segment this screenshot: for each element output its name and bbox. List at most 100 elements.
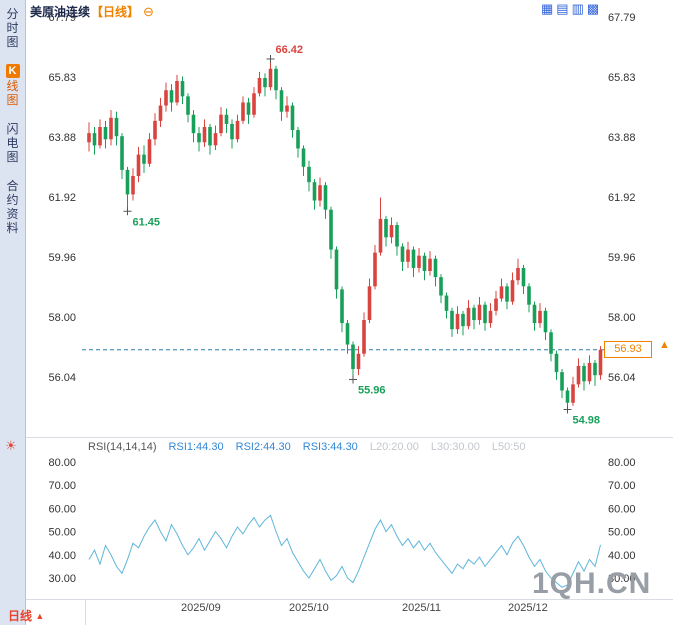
svg-text:61.92: 61.92 [608,192,636,204]
xaxis-label-nov: 2025/11 [402,602,441,614]
svg-text:60.00: 60.00 [608,503,636,515]
candle-body [433,258,438,278]
candle-body [351,344,355,370]
svg-text:80.00: 80.00 [608,457,636,469]
candle-body [285,105,289,112]
candle-body [147,139,152,164]
svg-text:70.00: 70.00 [48,480,76,492]
layout-rows-icon[interactable]: ▤ [556,1,569,16]
candle-body [367,286,372,321]
candle-body [246,102,251,115]
candle-body [186,96,190,115]
candle-body [494,298,498,311]
candle-body [532,304,537,324]
svg-text:40.00: 40.00 [608,550,636,562]
candle-body [301,148,306,167]
candle-body [213,133,218,146]
candle-body [450,310,454,330]
svg-text:56.04: 56.04 [608,372,636,384]
collapse-icon[interactable]: ⊖ [143,4,154,19]
svg-text:65.83: 65.83 [48,72,76,84]
candle-body [576,365,581,385]
rsi-settings-label[interactable]: RSI(14,14,14) [88,441,157,453]
candle-body [549,332,553,354]
layout-columns-icon[interactable]: ▥ [571,1,584,16]
candle-body [356,353,361,370]
candle-body [483,304,487,324]
candle-body [125,169,130,195]
candle-body [472,307,476,321]
sidebar-item-time-chart[interactable]: 分时图 [6,7,19,49]
svg-text:70.00: 70.00 [608,480,636,492]
svg-text:59.96: 59.96 [48,252,76,264]
candle-body [571,384,575,403]
svg-text:56.04: 56.04 [48,372,76,384]
candle-body [329,209,333,250]
candle-body [378,218,383,253]
candle-body [334,249,339,290]
candle-body [499,286,504,299]
layout-grid-icon[interactable]: ▦ [541,1,554,16]
indicator-settings-icon[interactable]: ☀ [5,438,17,453]
candle-body [384,218,388,238]
candle-body [395,225,399,247]
candle-body [527,286,531,305]
candle-body [263,77,267,88]
candle-body [587,362,592,382]
candle-body [582,365,586,382]
period-selector[interactable]: 日线 ▲ [8,607,44,624]
axis-labels: 67.79 67.79 65.83 65.83 63.88 63.88 61.92 61.92… [48,12,635,585]
svg-text:67.79: 67.79 [608,12,636,24]
candle-body [428,258,432,272]
candle-body [538,310,542,324]
sidebar-item-kline-chart[interactable]: K 线图 [5,64,20,107]
candle-body [488,310,493,324]
candle-body [362,320,366,354]
svg-text:30.00: 30.00 [48,573,76,585]
period-badge[interactable]: 【日线】 [91,5,140,19]
candle-body [164,90,168,106]
candle-body [103,126,108,140]
svg-text:80.00: 80.00 [48,457,76,469]
rsi-l50-level: L50:50 [491,441,526,453]
candle-body [290,105,295,131]
sidebar-item-contract-info[interactable]: 合约资料 [6,179,19,235]
rsi-l20-level: L20:20.00 [369,441,419,453]
candle-body [323,185,328,210]
layout-mixed-icon[interactable]: ▩ [586,1,600,16]
candle-body [191,114,196,134]
rsi-l30-level: L30:30.00 [430,441,480,453]
candle-body [466,307,471,327]
candle-body [318,185,322,201]
kline-label: 线图 [6,79,19,107]
svg-text:59.96: 59.96 [608,252,636,264]
chart-canvas[interactable]: 67.79 67.79 65.83 65.83 63.88 63.88 61.92 61.92… [26,0,673,625]
extreme-price-label: 54.98 [573,414,601,426]
candle-body [373,252,377,287]
candle-body [312,182,317,201]
candle-body [461,313,465,327]
candle-body [422,255,427,272]
candle-body [406,249,410,262]
candle-body [98,126,102,146]
svg-text:65.83: 65.83 [608,72,636,84]
rsi2-value: RSI2:44.30 [235,441,291,453]
candle-body [92,133,97,146]
svg-text:63.88: 63.88 [48,132,76,144]
sidebar-item-lightning-chart[interactable]: 闪电图 [6,122,19,164]
candle-body [158,105,163,121]
instrument-title: 美原油连续 [30,5,91,19]
candle-body [510,280,515,302]
kline-active-badge: K [5,64,20,78]
candle-body [296,130,300,149]
candle-body [554,353,559,373]
candle-body [505,286,509,302]
candle-body [197,133,201,143]
rsi1-value: RSI1:44.30 [168,441,224,453]
candle-body [455,313,460,330]
candle-body [120,136,124,170]
svg-text:58.00: 58.00 [608,312,636,324]
candle-body [345,323,350,345]
extreme-price-label: 66.42 [276,44,304,56]
svg-text:50.00: 50.00 [48,527,76,539]
